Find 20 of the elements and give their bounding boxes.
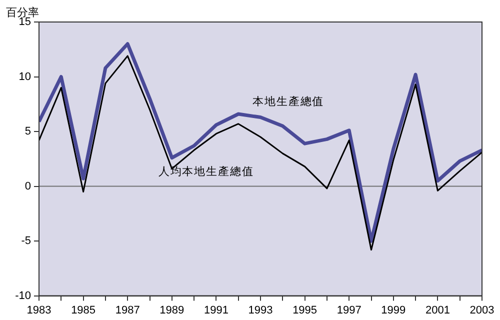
series-label: 本 地 生 產 總 值: [252, 95, 324, 108]
y-axis-title: 百分率: [6, 6, 39, 19]
y-tick-label: 15: [18, 16, 31, 28]
x-tick-label: 1993: [248, 304, 273, 316]
x-tick-label: 2001: [425, 304, 450, 316]
y-tick-label: 10: [18, 70, 31, 83]
x-tick-label: 1985: [71, 304, 96, 316]
x-tick-label: 1995: [292, 304, 318, 316]
y-tick-label: 0: [24, 180, 31, 192]
y-tick-label: -10: [15, 290, 31, 302]
x-tick-label: 1997: [336, 304, 362, 316]
x-tick-label: 1987: [115, 304, 140, 316]
x-tick-label: 1989: [160, 304, 184, 316]
x-tick-label: 1983: [26, 304, 52, 316]
series-label: 人 均 本 地 生 產 總 值: [158, 164, 253, 178]
x-tick-label: 2003: [470, 304, 494, 316]
y-tick-label: -5: [21, 235, 31, 248]
y-tick-label: 5: [24, 126, 31, 138]
x-tick-label: 1991: [204, 304, 228, 316]
x-tick-label: 1999: [381, 304, 406, 316]
